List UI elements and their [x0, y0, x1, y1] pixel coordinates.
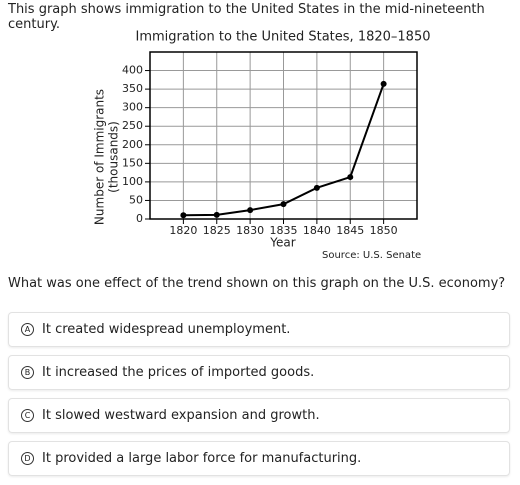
question: What was one effect of the trend shown o…	[8, 276, 506, 291]
x-tick-label: 1840	[303, 224, 331, 237]
y-tick-label: 0	[136, 212, 143, 225]
y-tick-label: 200	[122, 138, 143, 151]
x-axis-label: Year	[269, 236, 295, 250]
option-text: It provided a large labor force for manu…	[42, 451, 362, 466]
plot-frame	[149, 51, 418, 220]
y-tick-label: 150	[122, 156, 143, 169]
y-tick-label: 300	[122, 101, 143, 114]
option-letter: A	[21, 323, 34, 336]
chart: Immigration to the United States, 1820–1…	[93, 30, 431, 262]
option-letter: D	[21, 452, 34, 465]
point	[213, 211, 220, 218]
point	[247, 207, 254, 214]
y-tick-label: 400	[122, 64, 143, 77]
x-tick-label: 1825	[203, 224, 231, 237]
x-tick-label: 1845	[336, 224, 364, 237]
answer-option[interactable]: C It slowed westward expansion and growth…	[8, 398, 510, 433]
x-tick-label: 1850	[370, 224, 398, 237]
chart-title: Immigration to the United States, 1820–1…	[136, 30, 431, 45]
option-letter: B	[21, 366, 34, 379]
y-axis-unit: (thousands)	[107, 121, 121, 193]
source: Source: U.S. Senate	[322, 250, 421, 261]
y-tick-label: 250	[122, 119, 143, 132]
x-tick-label: 1830	[236, 224, 264, 237]
y-axis-label: Number of Immigrants	[93, 89, 107, 225]
point	[280, 201, 287, 208]
option-text: It increased the prices of imported good…	[42, 365, 315, 380]
y-tick-label: 350	[122, 82, 143, 95]
answer-option[interactable]: A It created widespread unemployment.	[8, 312, 510, 347]
option-letter: C	[21, 409, 34, 422]
y-tick-label: 50	[129, 193, 143, 206]
point	[313, 184, 320, 191]
intro-text: This graph shows immigration to the Unit…	[8, 2, 485, 32]
point	[180, 212, 187, 219]
option-text: It slowed westward expansion and growth.	[42, 408, 320, 423]
point	[347, 174, 354, 181]
x-tick-label: 1835	[270, 224, 298, 237]
point	[380, 80, 387, 87]
option-text: It created widespread unemployment.	[42, 322, 291, 337]
answer-option[interactable]: D It provided a large labor force for man…	[8, 441, 510, 476]
answer-option[interactable]: B It increased the prices of imported goo…	[8, 355, 510, 390]
x-tick-label: 1820	[169, 224, 197, 237]
y-tick-label: 100	[122, 175, 143, 188]
